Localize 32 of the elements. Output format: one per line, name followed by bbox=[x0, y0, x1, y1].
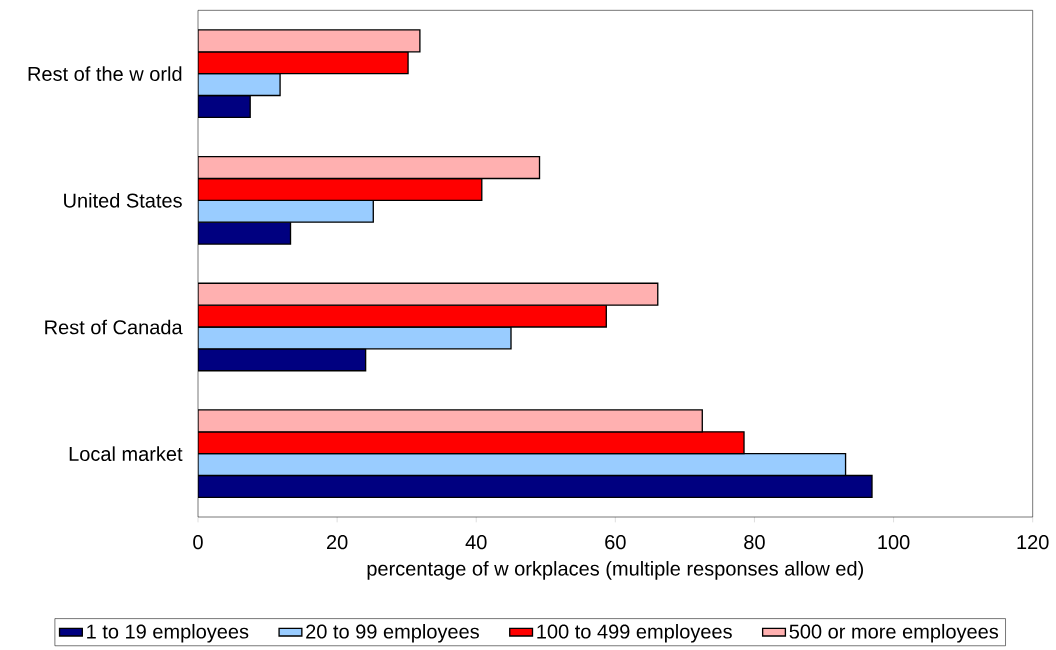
bar bbox=[198, 221, 292, 245]
bar bbox=[198, 453, 847, 477]
x-tick-label: 80 bbox=[744, 535, 765, 550]
y-tick-label: Rest of the w orld bbox=[28, 66, 182, 81]
bar bbox=[198, 73, 281, 97]
bar bbox=[198, 94, 251, 119]
bar bbox=[198, 474, 873, 499]
y-tick-label: Rest of Canada bbox=[45, 319, 183, 335]
x-tick-label: 120 bbox=[1017, 535, 1049, 550]
bar bbox=[198, 155, 541, 180]
legend-label: 1 to 19 employees bbox=[87, 623, 249, 643]
legend-label: 500 or more employees bbox=[789, 623, 999, 643]
x-tick-label: 100 bbox=[878, 535, 910, 550]
bar bbox=[198, 199, 374, 223]
bar bbox=[198, 409, 703, 433]
bar bbox=[198, 304, 607, 328]
y-tick-label: Local market bbox=[69, 446, 183, 461]
bar bbox=[198, 282, 659, 306]
bar bbox=[198, 431, 745, 455]
legend-label: 100 to 499 employees bbox=[537, 623, 732, 643]
x-tick-label: 0 bbox=[193, 535, 203, 550]
x-tick-label: 20 bbox=[327, 535, 348, 550]
bar bbox=[198, 29, 421, 53]
bar bbox=[198, 177, 483, 201]
bar bbox=[198, 348, 367, 372]
x-axis-title: percentage of w orkplaces (multiple responses allow ed) bbox=[367, 561, 863, 580]
legend-label: 20 to 99 employees bbox=[306, 623, 479, 643]
bar bbox=[198, 326, 512, 350]
y-tick-label: United States bbox=[64, 192, 182, 208]
bar bbox=[198, 51, 409, 75]
x-tick-label: 60 bbox=[605, 535, 626, 550]
x-tick-label: 40 bbox=[465, 535, 487, 550]
